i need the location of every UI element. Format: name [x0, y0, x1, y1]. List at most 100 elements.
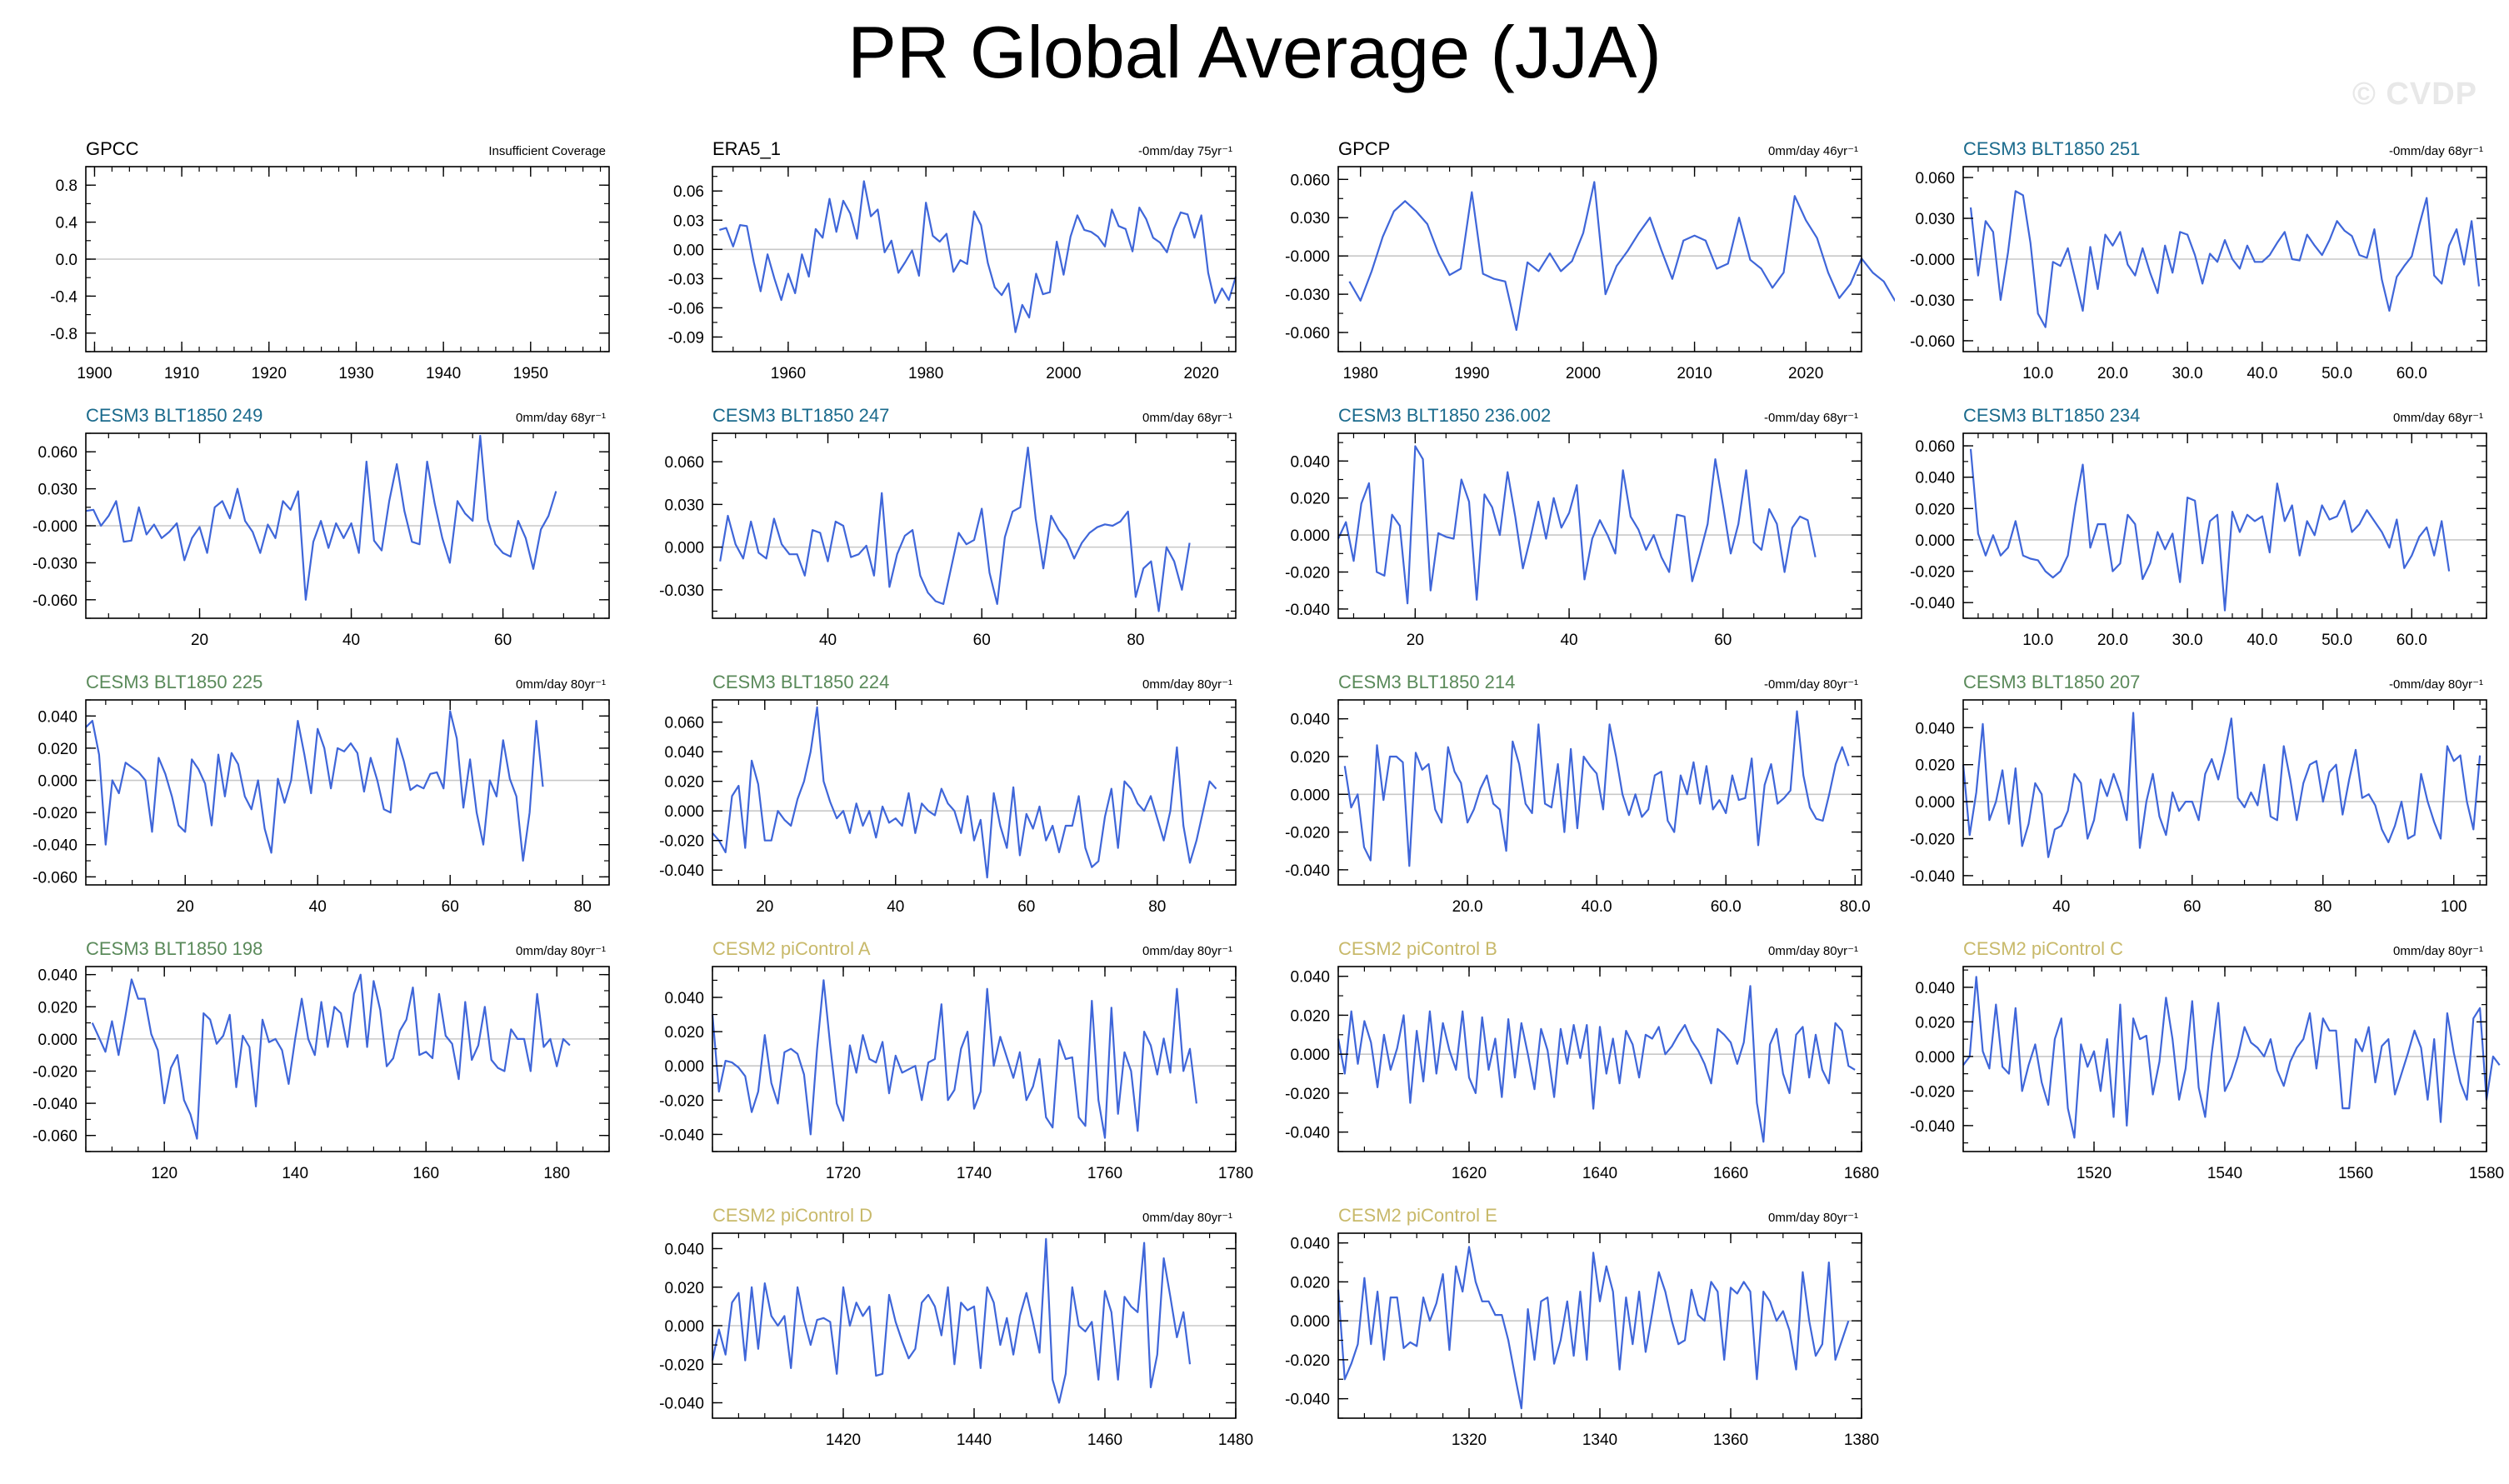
y-tick-label: 0.040: [1915, 470, 1955, 487]
plot-frame: [712, 966, 1237, 1152]
x-tick-label: 60: [442, 898, 459, 916]
y-tick-label: -0.09: [668, 329, 704, 347]
panel-title: ERA5_1: [712, 138, 781, 159]
x-tick-label: 20.0: [1452, 898, 1483, 916]
y-tick-label: 0.020: [664, 774, 704, 792]
panel-title: CESM3 BLT1850 214: [1338, 672, 1515, 692]
x-tick-label: 20: [1407, 632, 1424, 649]
panel-title: CESM2 piControl E: [1338, 1205, 1497, 1226]
y-tick-label: 0.040: [664, 1242, 704, 1259]
x-tick-label: 20: [756, 898, 773, 916]
x-tick-label: 80: [1148, 898, 1166, 916]
x-tick-label: 2000: [1046, 365, 1081, 382]
series-line: [1348, 181, 1895, 332]
trend-label: 0mm/day 80yr⁻¹: [1142, 1211, 1232, 1225]
x-tick-label: 60.0: [2397, 365, 2427, 382]
trend-label: 0mm/day 80yr⁻¹: [516, 944, 606, 958]
y-tick-label: -0.040: [659, 1396, 704, 1413]
x-tick-label: 2000: [1566, 365, 1601, 382]
series-line: [1337, 1246, 1850, 1410]
x-tick-label: 1930: [338, 365, 373, 382]
x-tick-label: 40: [819, 632, 837, 649]
panel-title: CESM3 BLT1850 224: [712, 672, 889, 692]
y-tick-label: -0.030: [659, 582, 704, 600]
series-line: [1343, 710, 1850, 867]
x-tick-label: 1340: [1582, 1432, 1617, 1449]
y-tick-label: 0.03: [673, 212, 704, 230]
y-tick-label: 0.020: [1290, 491, 1330, 508]
x-tick-label: 1320: [1452, 1432, 1487, 1449]
y-tick-label: 0.000: [37, 773, 77, 791]
y-tick-label: -0.020: [1285, 565, 1330, 582]
x-tick-label: 20: [191, 632, 208, 649]
y-tick-label: 0.020: [1915, 757, 1955, 775]
y-tick-label: 0.040: [664, 990, 704, 1007]
panel-title: CESM3 BLT1850 225: [86, 672, 262, 692]
y-tick-label: -0.000: [1285, 248, 1330, 266]
x-tick-label: 140: [282, 1165, 308, 1182]
y-tick-label: -0.060: [1285, 325, 1330, 342]
plot-frame: [1962, 966, 2487, 1152]
trend-label: 0mm/day 68yr⁻¹: [2393, 411, 2483, 425]
x-tick-label: 1360: [1713, 1432, 1748, 1449]
y-tick-label: -0.060: [1910, 333, 1955, 351]
plot-frame: [1337, 1232, 1862, 1419]
x-tick-label: 40: [309, 898, 327, 916]
y-tick-label: 0.000: [664, 1058, 704, 1076]
x-tick-label: 1560: [2338, 1165, 2373, 1182]
y-tick-label: -0.040: [1285, 1392, 1330, 1409]
y-tick-label: -0.020: [659, 1357, 704, 1374]
panel-cesm3-blt1850-224: 20 40 60 80 -0.040 -0.020 0.000 0.020 0.040 0.060…: [659, 672, 1237, 916]
plot-frame: [1962, 699, 2487, 886]
y-tick-label: 0.000: [1915, 532, 1955, 550]
x-tick-label: 1440: [957, 1432, 992, 1449]
x-tick-label: 1760: [1087, 1165, 1122, 1182]
x-tick-label: 60: [2183, 898, 2201, 916]
series-line: [711, 1237, 1192, 1404]
panel-cesm3-blt1850-247: 40 60 80 -0.030 0.000 0.030 0.060 CESM3 BLT1850…: [659, 405, 1237, 649]
x-tick-label: 180: [543, 1165, 570, 1182]
panel-cesm2-picontrol-a: 1720 1740 1760 1780 -0.040 -0.020 0.000 0.020 0.…: [659, 938, 1253, 1182]
series-line: [711, 979, 1197, 1139]
panel-title: CESM3 BLT1850 198: [86, 938, 262, 959]
x-tick-label: 60: [494, 632, 512, 649]
y-tick-label: -0.040: [1285, 602, 1330, 619]
panel-cesm3-blt1850-249: 20 40 60 -0.060 -0.030 -0.000 0.030 0.060 CESM3 …: [32, 405, 610, 649]
panel-title: CESM3 BLT1850 251: [1963, 138, 2140, 159]
x-tick-label: 100: [2441, 898, 2467, 916]
x-tick-label: 10.0: [2022, 365, 2053, 382]
panel-cesm2-picontrol-b: 1620 1640 1660 1680 -0.040 -0.020 0.000 0.020 0.…: [1285, 938, 1879, 1182]
y-tick-label: 0.060: [1290, 172, 1330, 189]
y-tick-label: 0.030: [664, 497, 704, 514]
y-tick-label: 0.040: [1915, 980, 1955, 997]
y-tick-label: 0.000: [37, 1032, 77, 1049]
trend-label: 0mm/day 68yr⁻¹: [1142, 411, 1232, 425]
x-tick-label: 80: [2314, 898, 2332, 916]
plot-frame: [85, 699, 610, 886]
y-tick-label: 0.040: [1915, 720, 1955, 737]
trend-label: 0mm/day 80yr⁻¹: [516, 677, 606, 692]
x-tick-label: 1660: [1713, 1165, 1748, 1182]
x-tick-label: 1680: [1844, 1165, 1879, 1182]
plot-frame: [712, 166, 1237, 352]
x-tick-label: 50.0: [2322, 365, 2352, 382]
trend-label: 0mm/day 46yr⁻¹: [1768, 144, 1858, 158]
trend-label: 0mm/day 80yr⁻¹: [1142, 944, 1232, 958]
x-tick-label: 2010: [1677, 365, 1712, 382]
x-tick-label: 60.0: [2397, 632, 2427, 649]
x-tick-label: 60: [973, 632, 991, 649]
series-line: [85, 434, 557, 601]
y-tick-label: -0.4: [50, 288, 77, 306]
x-tick-label: 40.0: [1582, 898, 1612, 916]
x-tick-label: 40: [2052, 898, 2070, 916]
series-line: [1969, 448, 2451, 612]
panel-era5-1: 1960 1980 2000 2020 -0.09 -0.06 -0.03 0.00 0.03 0…: [668, 138, 1237, 382]
y-tick-label: 0.000: [1290, 1047, 1330, 1064]
plot-frame: [1337, 432, 1862, 619]
x-tick-label: 80: [574, 898, 592, 916]
panel-title: CESM2 piControl C: [1963, 938, 2123, 959]
panel-cesm3-blt1850-236-002: 20 40 60 -0.040 -0.020 0.000 0.020 0.040 CESM3 B…: [1285, 405, 1862, 649]
x-tick-label: 1900: [77, 365, 112, 382]
x-tick-label: 120: [151, 1165, 177, 1182]
y-tick-label: 0.000: [1290, 787, 1330, 804]
